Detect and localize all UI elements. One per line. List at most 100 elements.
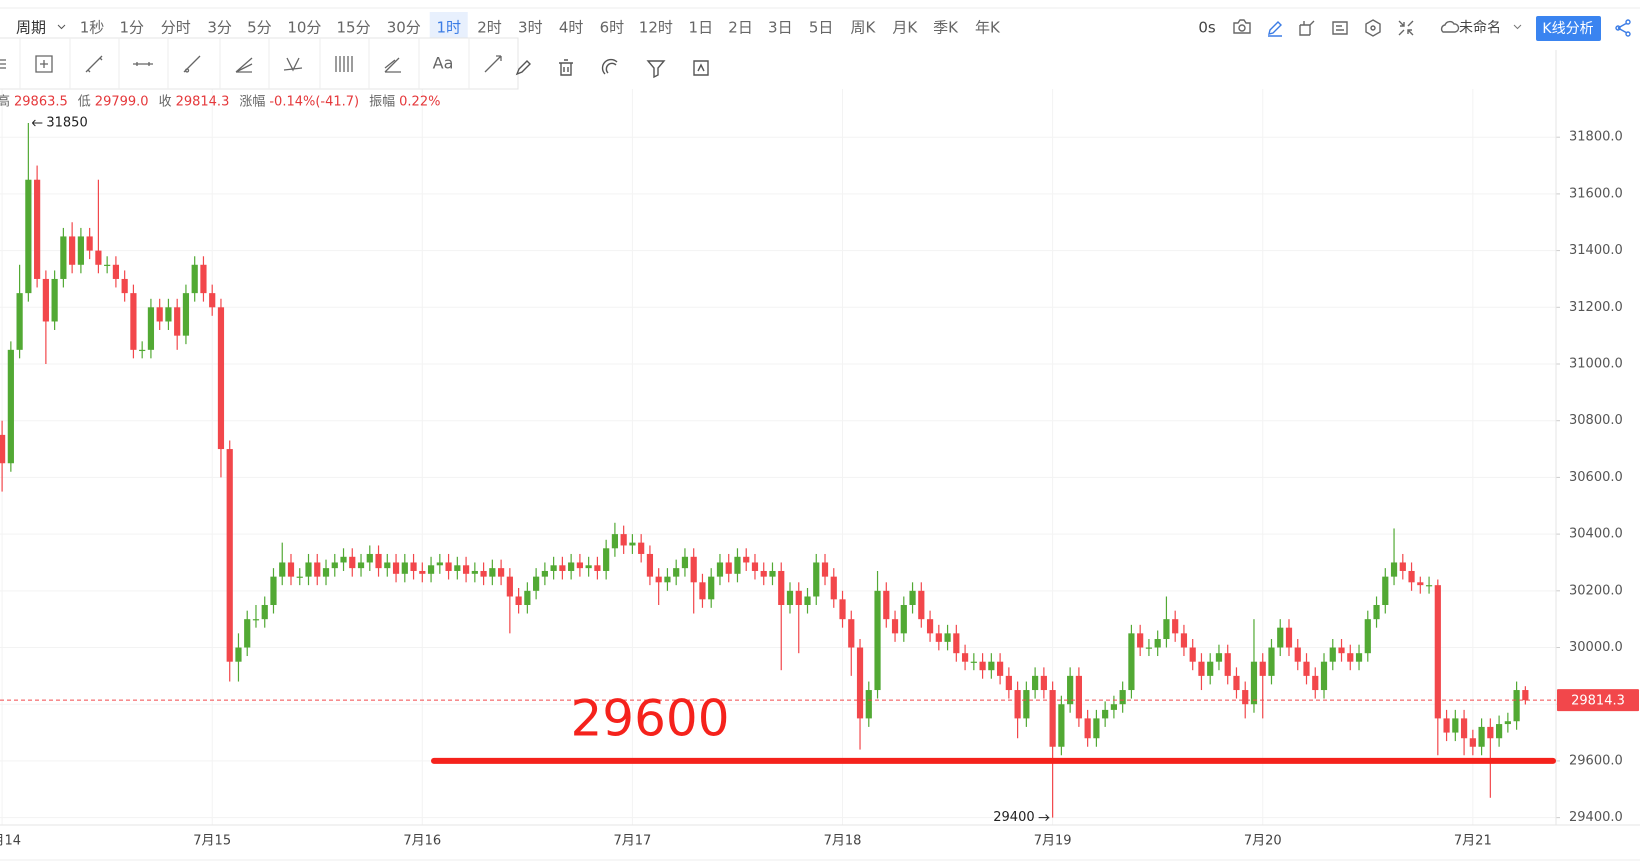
interval-button[interactable]: 3分 [207,19,232,37]
quote-label: 收 [159,95,172,110]
candle-body [16,293,23,350]
candle-body [139,349,146,352]
drawing-tool[interactable] [484,55,502,73]
candle-body [1102,709,1109,719]
candle-body [1145,647,1153,649]
candle-body [603,548,610,571]
drawing-tool[interactable] [235,57,253,73]
interval-button[interactable]: 2日 [728,19,753,37]
candle-body [462,565,470,574]
interval-button[interactable]: 3日 [768,19,793,37]
candle-body [716,562,724,577]
candle-body [1390,562,1398,577]
interval-button[interactable]: 5分 [247,19,272,37]
candle-body [541,570,548,577]
candle-body [191,264,198,294]
interval-button[interactable]: 15分 [337,19,371,37]
candle-body [1224,653,1231,676]
cloud-icon[interactable] [1440,20,1460,33]
candle-body [165,307,172,322]
quote-value: 0.22% [399,95,440,110]
share-icon[interactable] [1615,19,1631,37]
last-price-label: 29814.3 [1571,694,1625,709]
quote-value: 29863.5 [14,95,68,110]
toolbar-icon[interactable] [559,59,573,76]
candle-body [42,278,49,322]
candle-body [1478,726,1485,747]
drawing-tool[interactable] [384,57,401,73]
interval-button[interactable]: 1日 [689,19,714,37]
interval-button[interactable]: 2时 [477,19,502,37]
candle-body [384,562,391,569]
candle-body [848,619,855,648]
toolbar-icon[interactable] [515,60,531,76]
candle-body [1084,718,1091,739]
drawing-tool[interactable] [283,57,303,72]
drawing-tool[interactable] [335,56,353,72]
interval-button[interactable]: 1时 [436,19,461,37]
interval-button[interactable]: 1秒 [80,19,105,37]
candle-body [1128,633,1135,691]
interval-button[interactable]: 月K [892,19,918,37]
drawing-tool[interactable] [183,55,201,73]
drawing-tool[interactable] [133,62,153,66]
interval-button[interactable]: 年K [975,19,1001,37]
interval-button[interactable]: 3时 [518,19,543,37]
analysis-button[interactable]: K线分析 [1542,21,1593,37]
drawing-tool[interactable] [0,59,6,69]
template-icon[interactable] [1332,21,1348,35]
interval-button[interactable]: 周K [851,19,877,37]
candle-body [86,236,93,251]
candle-body [830,576,837,600]
text-tool[interactable]: Aa [433,54,454,73]
candle-body [1364,619,1371,654]
interval-button[interactable]: 5日 [809,19,834,37]
analysis-button-bg[interactable] [1536,16,1601,41]
candle-body [95,250,102,265]
candle-body [1058,704,1065,747]
toolbar-icon[interactable] [693,60,709,76]
candle-body [1452,718,1459,733]
candle-body [576,562,583,569]
interval-button[interactable]: 10分 [287,19,321,37]
toolbar-icon[interactable] [601,58,618,75]
candle-body [813,562,820,597]
candle-body [1294,647,1301,662]
candle-body [480,570,487,577]
pen-icon[interactable] [1268,21,1282,37]
crop-icon[interactable] [1299,20,1315,36]
x-tick-label: 7月19 [1034,834,1072,849]
interval-button[interactable]: 30分 [387,19,421,37]
candle-body [366,553,373,563]
file-name[interactable]: 未命名 [1459,19,1501,36]
candle-body [1242,690,1249,705]
interval-button[interactable]: 6时 [600,19,625,37]
settings-icon[interactable] [1365,19,1381,37]
candle-body [734,556,741,574]
candle-body [104,264,111,266]
toolbar-icon[interactable] [646,60,666,79]
candle-body [200,264,207,294]
candle-body [392,562,400,574]
interval-button[interactable]: 12时 [639,19,673,37]
quote-value: 29814.3 [176,95,230,110]
candle-body [174,307,181,336]
camera-icon[interactable] [1233,19,1251,34]
fullscreen-icon[interactable] [1398,20,1414,36]
drawing-tool[interactable] [35,55,53,73]
candle-body [1487,726,1494,739]
candle-body [305,562,312,577]
interval-button[interactable]: 4时 [559,19,584,37]
interval-button[interactable]: 分时 [161,19,191,37]
period-label[interactable]: 周期 [16,19,46,37]
drawing-tool[interactable] [85,55,103,73]
candle-body [375,553,382,569]
low-arrow [1038,814,1050,821]
interval-button[interactable]: 1分 [120,19,145,37]
candle-body [454,565,461,571]
y-tick-label: 30800.0 [1569,413,1623,428]
candle-body [926,619,934,634]
candle-body [1005,675,1012,691]
interval-button[interactable]: 季K [933,19,959,37]
